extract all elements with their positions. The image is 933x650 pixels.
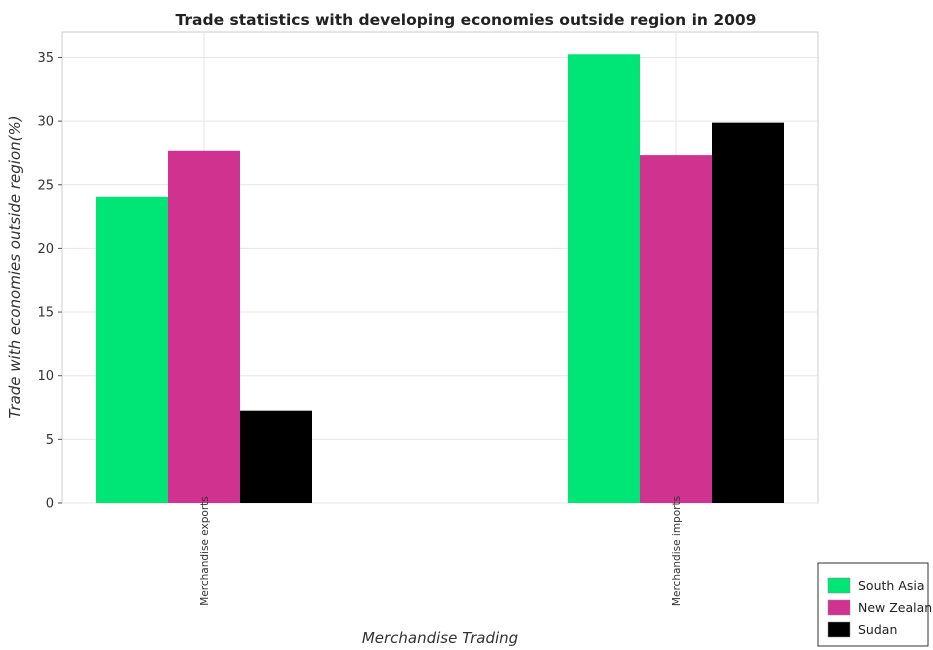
chart-title: Trade statistics with developing economi… — [176, 11, 757, 29]
y-axis-ticks: 0 5 10 15 20 25 30 35 — [37, 51, 62, 512]
y-tick-label: 10 — [37, 369, 54, 384]
bar — [168, 150, 240, 503]
legend-label: Sudan — [858, 622, 897, 637]
bar — [568, 54, 640, 503]
y-tick-label: 5 — [46, 433, 54, 448]
legend-label: New Zealand — [858, 600, 933, 615]
legend: South Asia New Zealand Sudan — [817, 562, 933, 647]
bar — [712, 122, 784, 503]
y-tick-label: 15 — [37, 306, 54, 321]
legend-items: South Asia New Zealand Sudan — [827, 577, 933, 638]
y-tick-label: 20 — [37, 242, 54, 257]
x-axis-label: Merchandise Trading — [362, 629, 518, 647]
y-tick-label: 0 — [46, 497, 54, 512]
x-tick-label: Merchandise exports — [199, 496, 211, 605]
legend-swatch — [827, 577, 851, 594]
legend-label: South Asia — [858, 578, 925, 593]
x-tick-label: Merchandise imports — [671, 496, 683, 606]
legend-swatch — [827, 621, 851, 638]
x-axis-ticks: Merchandise exports Merchandise imports — [199, 496, 683, 606]
bars — [96, 54, 784, 503]
y-axis-label: Trade with economies outside region(%) — [6, 115, 24, 418]
y-tick-label: 25 — [37, 178, 54, 193]
bar — [96, 196, 168, 503]
y-tick-label: 30 — [37, 115, 54, 130]
y-tick-label: 35 — [37, 51, 54, 66]
bar — [240, 410, 312, 503]
bar — [640, 155, 712, 503]
legend-swatch — [827, 599, 851, 616]
